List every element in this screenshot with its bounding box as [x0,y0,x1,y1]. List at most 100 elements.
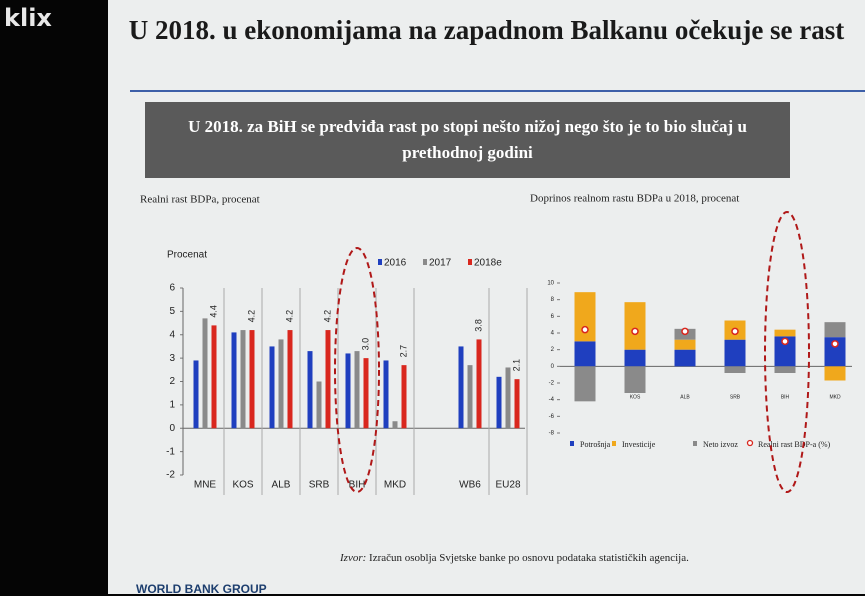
legend-swatch [693,441,697,446]
value-label: 4.2 [246,310,256,323]
value-label: 4.4 [208,305,218,318]
x-tick-label: KOS [630,394,641,400]
logo: WORLD BANK GROUP [136,582,267,596]
bar [287,330,293,429]
highlight-ellipse [334,247,380,493]
bar [363,358,369,429]
value-label: 3.8 [473,319,483,332]
y-tick-label: 0 [551,364,555,370]
bar [354,351,360,429]
y-tick-label: 4 [551,331,555,337]
x-tick-label: MKD [829,394,841,400]
bar-segment [724,339,746,367]
legend-label: 2018e [474,258,502,269]
chart-title: Realni rast BDPa, procenat [140,194,260,206]
value-label: 2.7 [398,345,408,358]
x-tick-label: SRB [730,394,741,400]
bar-segment [824,322,846,338]
bar [193,360,199,429]
y-tick-label: 8 [551,297,555,303]
point [731,327,739,336]
legend-swatch [570,441,574,446]
y-tick-label: -4 [549,397,555,403]
y-axis-label: Procenat [167,250,207,261]
y-tick-label: 0 [169,423,175,434]
x-tick-label: MNE [194,480,217,491]
bar-segment [674,349,696,367]
bar [278,339,284,429]
legend-swatch [423,259,427,265]
bar [325,330,331,429]
bar-segment [774,329,796,337]
bar [467,365,473,429]
bar [401,365,407,429]
y-tick-label: 10 [547,281,554,287]
x-tick-label: BIH [781,394,790,400]
bar-segment [774,336,796,367]
bar-segment [574,366,596,402]
legend-label: Potrošnja [580,440,611,449]
bar-segment [574,292,596,342]
point [781,337,789,346]
legend-swatch [612,441,616,446]
legend-label: 2017 [429,258,452,269]
bar [496,376,502,429]
bar [505,367,511,429]
y-tick-label: 2 [551,347,555,353]
source-label: Izvor: [340,552,367,564]
bar [202,318,208,429]
bar [211,325,217,429]
watermark: klix [4,4,52,32]
bar [345,353,351,429]
legend-swatch [378,259,382,265]
slide-title: U 2018. u ekonomijama na zapadnom Balkan… [128,15,845,45]
point [581,325,589,334]
bar [307,351,313,429]
legend-label: Neto izvoz [703,440,738,449]
point [681,327,689,336]
y-tick-label: -1 [166,446,175,457]
source: Izvor: Izračun osoblja Svjetske banke po… [340,552,689,564]
bar-segment [624,349,646,367]
bar [514,379,520,429]
source-text: Izračun osoblja Svjetske banke po osnovu… [369,552,689,564]
legend-swatch [746,439,754,447]
slide: U 2018. u ekonomijama na zapadnom Balkan… [108,0,865,596]
y-tick-label: -2 [166,470,175,481]
x-tick-label: BIH [349,480,366,491]
x-tick-label: MKD [384,480,406,491]
y-tick-label: 2 [169,376,175,387]
point [831,340,839,348]
bar-segment [724,366,746,373]
bar-segment [674,339,696,350]
value-label: 4.2 [284,310,294,323]
value-label: 4.2 [322,310,332,323]
bar [392,421,398,429]
bar-segment [624,302,646,350]
bar [240,330,246,429]
bar-segment [824,366,846,381]
title-rule [130,90,865,92]
highlight-ellipse [764,211,810,493]
bar [231,332,237,429]
y-tick-label: 5 [169,306,175,317]
y-tick-label: -2 [549,381,555,387]
value-label: 2.1 [511,359,521,372]
bar [383,360,389,429]
legend-label: Realni rast BDP-a (%) [758,440,831,449]
bar [316,381,322,429]
bar [476,339,482,429]
y-tick-label: -8 [549,431,555,437]
bar-segment [774,366,796,373]
bar [269,346,275,429]
x-tick-label: WB6 [459,480,481,491]
bar [249,330,255,429]
y-tick-label: 1 [169,400,175,411]
banner: U 2018. za BiH se predviđa rast po stopi… [145,102,790,178]
bar-segment [574,341,596,367]
y-tick-label: -6 [549,414,555,420]
x-tick-label: EU28 [495,480,520,491]
bar-segment [824,337,846,367]
